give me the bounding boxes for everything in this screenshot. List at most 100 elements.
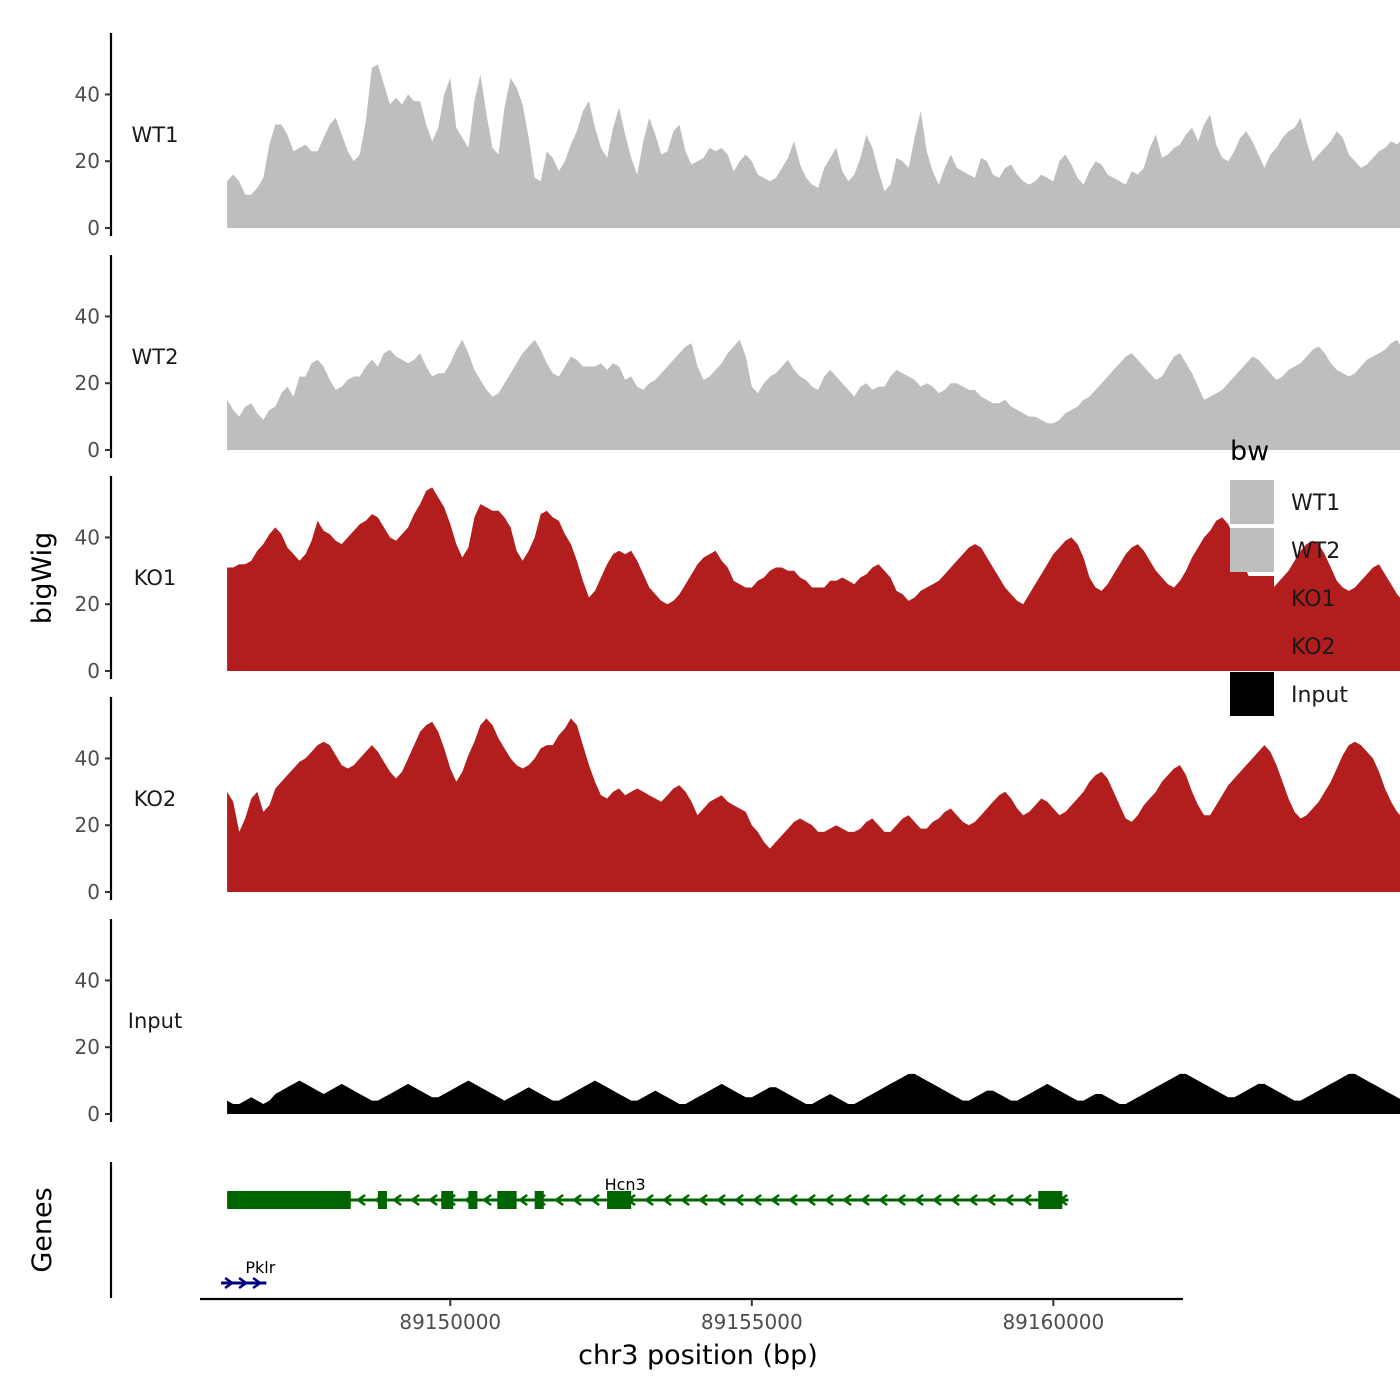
y-tick-label: 0 [87,659,100,683]
x-tick-label: 89160000 [1002,1310,1104,1334]
x-tick-label: 89155000 [701,1310,803,1334]
y-tick-label: 20 [75,592,100,616]
x-tick-label: 89150000 [399,1310,501,1334]
strand-arrow [517,1193,528,1207]
legend-swatch [1230,672,1274,716]
strand-arrow [643,1193,654,1207]
strand-arrow [589,1193,600,1207]
strand-arrow [481,1193,492,1207]
y-tick-label: 0 [87,438,100,462]
y-tick-label: 40 [75,304,100,328]
legend-swatch [1230,576,1274,620]
strand-arrow [787,1193,798,1207]
track-label: WT1 [132,123,179,147]
y-axis-title: bigWig [27,532,58,625]
legend-item-input: Input [1230,672,1348,716]
strand-arrow [841,1193,852,1207]
strand-arrow [769,1193,780,1207]
gene-exon [377,1191,387,1209]
track-label: WT2 [132,345,179,369]
strand-arrow [427,1193,438,1207]
area-ko1 [227,487,1400,671]
gene-exon [497,1191,517,1209]
legend-items: WT1 WT2 KO1 KO2 Input [1230,480,1348,716]
strand-arrow [805,1193,816,1207]
genes-axis-title: Genes [27,1187,58,1272]
legend-item-ko2: KO2 [1230,624,1336,668]
area-input [227,1073,1400,1114]
legend-item-wt1: WT1 [1230,480,1340,524]
strand-arrow [697,1193,708,1207]
gene-exon [227,1191,351,1209]
gene-pklr: Pklr [221,1258,276,1290]
legend-label: Input [1291,683,1348,708]
strand-arrow [391,1193,402,1207]
y-tick-label: 0 [87,880,100,904]
track-label: Input [128,1009,182,1033]
track-wt2: 0 20 40 WT2 [75,255,1400,462]
gene-exon [534,1191,544,1209]
legend-title: bw [1230,436,1269,467]
strand-arrow [895,1193,906,1207]
legend-item-ko1: KO1 [1230,576,1336,620]
legend-label: KO2 [1291,635,1336,660]
x-axis: 89150000 89155000 89160000 chr3 position (… [200,1297,1183,1371]
gene-label: Hcn3 [605,1175,646,1194]
track-panels: 0 20 40 WT1 0 20 40 WT2 0 20 40 KO1 0 20 40 KO2 0 20 40 Inp… [75,33,1400,1126]
track-wt1: 0 20 40 WT1 [75,33,1400,240]
strand-arrow [967,1193,978,1207]
strand-arrow [571,1193,582,1207]
y-tick-label: 40 [75,746,100,770]
strand-arrow [409,1193,420,1207]
gene-hcn3: Hcn3 [227,1175,1069,1209]
strand-arrow [733,1193,744,1207]
y-tick-label: 0 [87,1102,100,1126]
strand-arrow [1021,1193,1032,1207]
strand-arrow [823,1193,834,1207]
x-ticks: 89150000 89155000 89160000 [399,1299,1104,1334]
y-tick-label: 20 [75,149,100,173]
legend-swatch [1230,624,1274,668]
track-ko1: 0 20 40 KO1 [75,476,1400,683]
legend-label: KO1 [1291,587,1336,612]
x-axis-title: chr3 position (bp) [578,1340,818,1371]
track-label: KO2 [134,787,177,811]
track-input: 0 20 40 Input [75,919,1400,1126]
strand-arrow [877,1193,888,1207]
gene-panel: Hcn3 Pklr [109,1162,1069,1298]
area-wt1 [227,64,1400,228]
gene-exon [441,1191,454,1209]
legend-swatch [1230,528,1274,572]
legend-label: WT2 [1291,539,1340,564]
legend-label: WT1 [1291,491,1340,516]
y-tick-label: 20 [75,813,100,837]
strand-arrow [715,1193,726,1207]
y-tick-label: 0 [87,216,100,240]
strand-arrow [679,1193,690,1207]
gene-exon [607,1191,632,1209]
gene-exon [468,1191,478,1209]
strand-arrow [985,1193,996,1207]
legend-item-wt2: WT2 [1230,528,1340,572]
strand-arrow [949,1193,960,1207]
legend-swatch [1230,480,1274,524]
strand-arrow [224,1276,235,1290]
track-label: KO1 [134,566,177,590]
strand-arrow [355,1193,366,1207]
gene-exon [1038,1191,1063,1209]
area-ko2 [227,718,1400,892]
strand-arrow [252,1276,263,1290]
strand-arrow [1003,1193,1014,1207]
legend: bw WT1 WT2 KO1 KO2 Input [1230,436,1348,716]
y-tick-label: 40 [75,82,100,106]
y-tick-label: 20 [75,1035,100,1059]
strand-arrow [553,1193,564,1207]
y-tick-label: 40 [75,968,100,992]
strand-arrow [859,1193,870,1207]
strand-arrow [238,1276,249,1290]
y-tick-label: 20 [75,371,100,395]
y-tick-label: 40 [75,525,100,549]
gene-label: Pklr [245,1258,275,1277]
strand-arrow [931,1193,942,1207]
